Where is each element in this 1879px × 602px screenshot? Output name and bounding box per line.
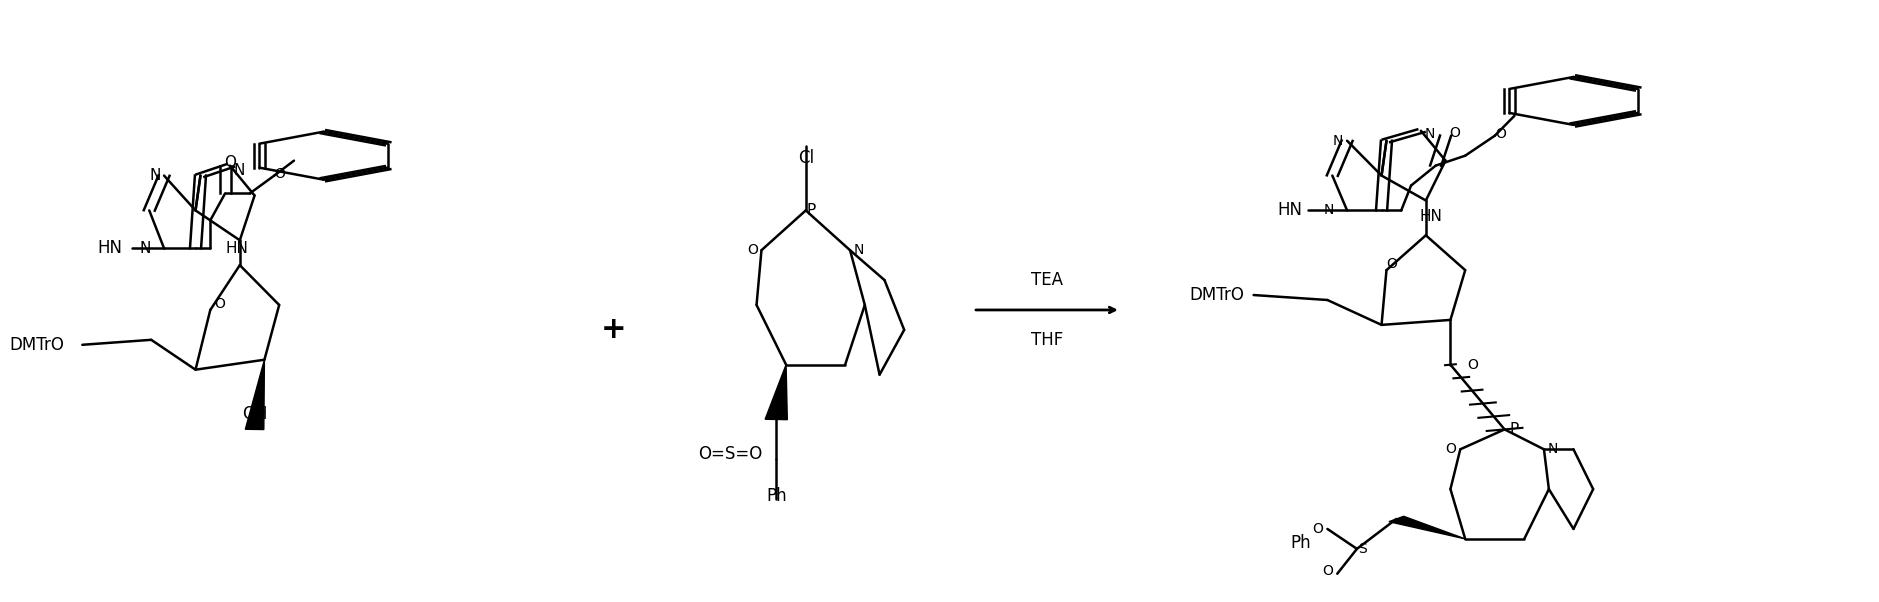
Text: N: N xyxy=(148,168,160,183)
Text: +: + xyxy=(601,315,626,344)
Polygon shape xyxy=(246,360,265,430)
Text: O: O xyxy=(274,167,286,181)
Text: O: O xyxy=(1445,442,1456,456)
Text: O: O xyxy=(1387,257,1398,271)
Text: HN: HN xyxy=(1278,202,1302,219)
Text: Ph: Ph xyxy=(1291,534,1312,552)
Text: O: O xyxy=(1496,127,1505,141)
Polygon shape xyxy=(1389,517,1466,539)
Text: P: P xyxy=(1509,422,1518,437)
Text: N: N xyxy=(233,163,244,178)
Text: O: O xyxy=(1323,563,1334,578)
Text: HN: HN xyxy=(1421,209,1443,224)
Text: HN: HN xyxy=(98,239,122,257)
Text: N: N xyxy=(855,243,864,257)
Text: OH: OH xyxy=(242,405,267,423)
Text: Cl: Cl xyxy=(799,149,814,167)
Text: N: N xyxy=(1332,134,1343,147)
Text: N: N xyxy=(1323,203,1334,217)
Polygon shape xyxy=(765,365,787,420)
Text: O: O xyxy=(214,297,225,311)
Text: Ph: Ph xyxy=(767,487,787,505)
Text: S: S xyxy=(1359,542,1366,556)
Text: DMTrO: DMTrO xyxy=(1189,286,1244,304)
Text: O: O xyxy=(1449,126,1460,140)
Text: HN: HN xyxy=(225,241,248,256)
Text: THF: THF xyxy=(1032,331,1064,349)
Text: O: O xyxy=(1313,522,1323,536)
Text: O: O xyxy=(1467,358,1479,371)
Text: N: N xyxy=(1424,127,1436,141)
Text: O: O xyxy=(225,155,237,170)
Text: N: N xyxy=(1548,442,1558,456)
Text: P: P xyxy=(806,203,815,218)
Text: N: N xyxy=(139,241,150,256)
Text: O=S=O: O=S=O xyxy=(697,445,763,464)
Text: DMTrO: DMTrO xyxy=(9,336,64,354)
Text: TEA: TEA xyxy=(1032,271,1064,289)
Text: O: O xyxy=(746,243,757,257)
